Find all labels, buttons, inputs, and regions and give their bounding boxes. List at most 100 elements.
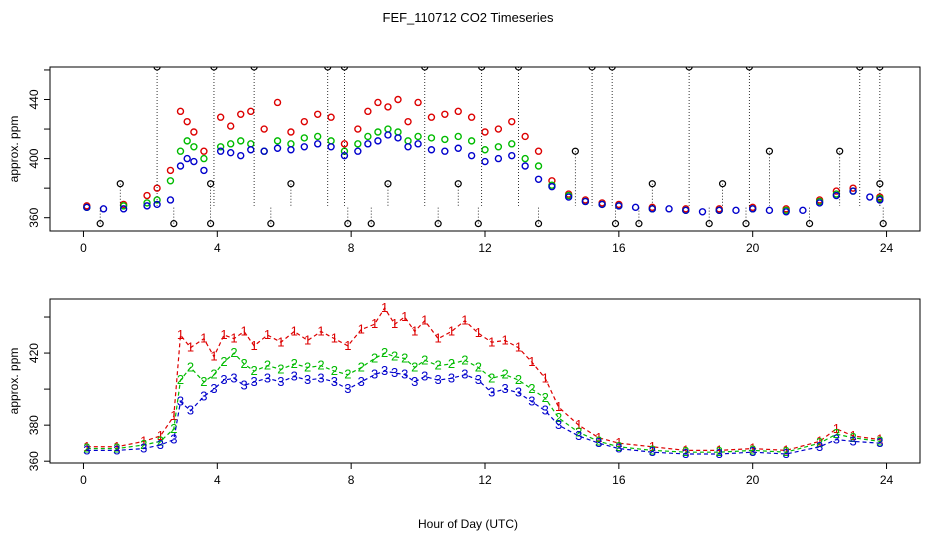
x-tick-label: 8 [348,473,355,487]
data-point [648,180,656,188]
data-label: 1 [716,442,723,457]
data-point [273,137,282,145]
data-label: 2 [304,359,311,374]
data-point [200,154,208,163]
data-point [99,205,108,213]
data-point [421,67,429,71]
data-label: 2 [230,345,237,360]
data-label: 2 [170,421,177,436]
data-label: 2 [783,444,790,459]
data-label: 2 [317,358,324,373]
data-label: 3 [250,374,257,389]
data-label: 3 [528,394,535,409]
data-label: 3 [391,365,398,380]
data-label: 3 [200,388,207,403]
x-tick-label: 24 [880,473,894,487]
data-point [414,140,422,148]
data-point [176,107,185,116]
data-point [441,110,449,118]
data-point [832,191,841,200]
data-point [454,180,462,188]
data-label: 1 [264,327,271,342]
data-label: 3 [401,367,408,382]
y-tick-label: 440 [27,89,41,109]
y-axis-title: approx. ppm [7,348,21,415]
data-point [866,193,874,201]
data-label: 3 [187,403,194,418]
data-point [705,220,713,228]
data-point [267,220,275,228]
data-point [287,180,295,188]
data-label: 3 [170,432,177,447]
data-point [404,143,412,151]
data-point [588,67,596,71]
data-point [216,143,225,151]
data-label: 1 [849,428,856,443]
data-label: 3 [682,446,689,461]
data-label: 3 [277,374,284,389]
y-tick-label: 360 [27,451,41,471]
data-point [237,151,245,160]
series-black-4 [96,205,887,228]
data-label: 1 [170,408,177,423]
data-label: 2 [391,349,398,364]
data-label: 3 [344,381,351,396]
data-point [548,182,556,191]
y-tick-label: 380 [27,415,41,435]
data-point [765,147,774,155]
data-point [287,146,295,154]
data-label: 2 [461,352,468,367]
data-label: 2 [555,410,562,425]
data-point [615,202,623,210]
data-point [598,200,606,209]
data-point [564,193,573,201]
data-point [327,143,335,151]
data-label: 3 [317,370,324,385]
data-point [508,117,516,126]
data-point [327,113,335,121]
data-label: 3 [230,370,237,385]
data-label: 2 [542,390,549,405]
data-label: 1 [140,433,147,448]
data-point [354,140,362,148]
data-label: 3 [331,374,338,389]
data-label: 1 [220,327,227,342]
data-label: 1 [317,323,324,338]
data-point [226,148,235,157]
data-point [467,137,476,145]
data-label: 2 [264,358,271,373]
data-label: 2 [475,359,482,374]
data-point [748,205,757,213]
data-point [176,147,185,155]
data-point [143,199,151,207]
data-label: 1 [488,334,495,349]
data-point [521,154,529,163]
data-label: 2 [816,435,823,450]
data-label: 1 [240,323,247,338]
data-label: 1 [515,340,522,355]
data-point [166,177,175,185]
data-label: 1 [187,340,194,355]
data-label: 1 [833,421,840,436]
data-point [374,98,382,107]
data-label: 3 [649,444,656,459]
data-label: 2 [187,359,194,374]
data-point [682,206,690,215]
series-red-0 [83,95,884,213]
data-label: 2 [358,359,365,374]
x-tick-label: 4 [214,241,221,255]
data-point [478,67,486,71]
data-point [287,140,295,148]
data-label: 3 [833,432,840,447]
data-label: 1 [542,370,549,385]
x-tick-label: 0 [80,241,87,255]
data-point [394,134,402,142]
data-point [119,202,128,210]
data-point [273,98,282,107]
x-tick-label: 0 [80,473,87,487]
data-label: 2 [682,444,689,459]
data-label: 2 [401,350,408,365]
data-label: 1 [411,323,418,338]
data-label: 1 [358,322,365,337]
